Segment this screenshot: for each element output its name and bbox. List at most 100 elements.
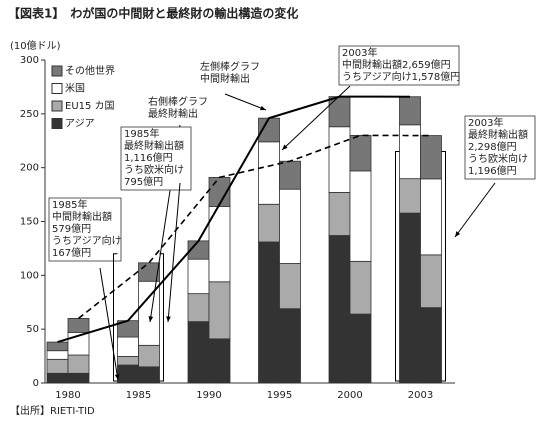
annotation-text: 1985年: [52, 198, 87, 211]
annotation-text: 中間財輸出額: [52, 210, 112, 223]
bar-segment: [46, 350, 69, 360]
x-tick-label: 1995: [267, 390, 292, 401]
annotation-text: 2003年: [468, 116, 503, 129]
bracket: [113, 253, 164, 382]
bar-segment: [187, 293, 210, 323]
source: 【出所】RIETI-TID: [10, 404, 95, 417]
annotation-text: 最終財輸出額: [124, 139, 184, 152]
legend-swatch: [51, 83, 63, 94]
y-tick-label: 250: [20, 109, 39, 120]
x-tick-label: 2003: [408, 390, 433, 401]
annotation-arrow: [454, 182, 496, 238]
bar-segment: [328, 192, 351, 236]
annotation-text: 795億円: [124, 175, 163, 188]
annotation-arrow: [281, 85, 351, 151]
legend-swatch: [51, 118, 63, 129]
bar-segment: [399, 178, 421, 214]
bar-segment: [117, 356, 139, 366]
annotation-text: 最終財輸出額: [468, 128, 528, 141]
bar-segment: [258, 203, 280, 243]
annotation-text: 中間財輸出額2,659億円: [342, 58, 451, 71]
bar-segment: [279, 188, 301, 264]
bar-segment: [328, 235, 351, 384]
y-tick-label: 150: [20, 217, 39, 228]
legend-label: 米国: [65, 82, 85, 95]
bar-segment: [349, 170, 372, 262]
arrow-head: [114, 374, 120, 380]
bar-segment: [399, 124, 421, 180]
total-line: [57, 95, 411, 344]
bar-segment: [208, 281, 231, 340]
bar-segment: [349, 260, 372, 315]
bracket: [395, 151, 446, 382]
bar-segment: [208, 338, 231, 384]
bar-segment: [420, 307, 442, 384]
arrow-head: [166, 316, 171, 322]
annotation-text: 中間財輸出: [200, 72, 250, 85]
annotation-arrow: [167, 182, 181, 323]
annotation-text: 1,196億円: [468, 164, 517, 177]
x-tick-label: 1985: [126, 390, 151, 401]
bar-segment: [349, 313, 372, 384]
legend-label: アジア: [65, 119, 95, 130]
annotation-text: うちアジア向け1,578億円: [342, 70, 460, 83]
bar-segment: [138, 366, 160, 384]
annotation-text: 左側棒グラフ: [200, 60, 260, 73]
bar-segment: [187, 258, 210, 295]
x-tick-label: 2000: [337, 390, 362, 401]
bar-segment: [46, 341, 69, 352]
arrow-head: [260, 105, 266, 111]
bar-segment: [67, 317, 90, 333]
annotation-text: 最終財輸出: [148, 107, 198, 120]
annotation-text: 1,116億円: [124, 151, 173, 164]
annotation-text: 167億円: [52, 246, 91, 259]
bar-segment: [258, 241, 280, 384]
bar-segment: [67, 372, 90, 384]
annotation-text: うちアジア向け: [52, 234, 122, 247]
bar-segment: [279, 160, 301, 190]
y-tick-label: 200: [20, 163, 39, 174]
bar-segment: [349, 134, 372, 172]
annotation-arrow: [224, 93, 267, 111]
bar-segment: [420, 254, 442, 309]
legend-label: その他世界: [65, 64, 115, 77]
y-tick-label: 0: [33, 378, 39, 389]
bar-segment: [117, 336, 139, 357]
annotation-box: [464, 115, 536, 180]
bar-segment: [420, 135, 442, 180]
annotation-text: 2,298億円: [468, 140, 517, 153]
y-tick-label: 50: [26, 324, 39, 335]
y-tick-label: 100: [20, 270, 39, 281]
chart-title: 【図表1】 わが国の中間財と最終財の輸出構造の変化: [8, 6, 298, 21]
bar-segment: [399, 96, 421, 126]
annotation-text: うち欧米向け: [124, 163, 184, 176]
annotation-text: 2003年: [342, 46, 377, 59]
annotation-text: 1985年: [124, 127, 159, 140]
annotation-text: うち欧米向け: [468, 152, 528, 165]
arrow-head: [282, 144, 288, 150]
bar-segment: [67, 354, 90, 374]
bar-segment: [279, 263, 301, 310]
bar-segment: [399, 212, 421, 384]
bar-segment: [117, 364, 139, 384]
annotation-box: [338, 45, 460, 86]
annotation-text: 579億円: [52, 222, 91, 235]
arrow-head: [148, 316, 154, 322]
bar-segment: [328, 96, 351, 128]
y-unit: (10億ドル): [10, 39, 61, 52]
bar-segment: [279, 308, 301, 384]
bar-segment: [138, 344, 160, 368]
x-tick-label: 1990: [196, 390, 221, 401]
arrow-head: [455, 231, 461, 237]
total-line: [78, 134, 432, 320]
bar-segment: [328, 126, 351, 193]
annotation-box: [48, 197, 122, 262]
annotation-text: 右側棒グラフ: [148, 95, 208, 108]
bar-segment: [46, 372, 69, 384]
bar-segment: [138, 280, 160, 346]
bar-segment: [258, 141, 280, 205]
bar-segment: [187, 321, 210, 384]
legend-label: EU15 カ国: [65, 100, 115, 112]
x-tick-label: 1980: [55, 390, 80, 401]
